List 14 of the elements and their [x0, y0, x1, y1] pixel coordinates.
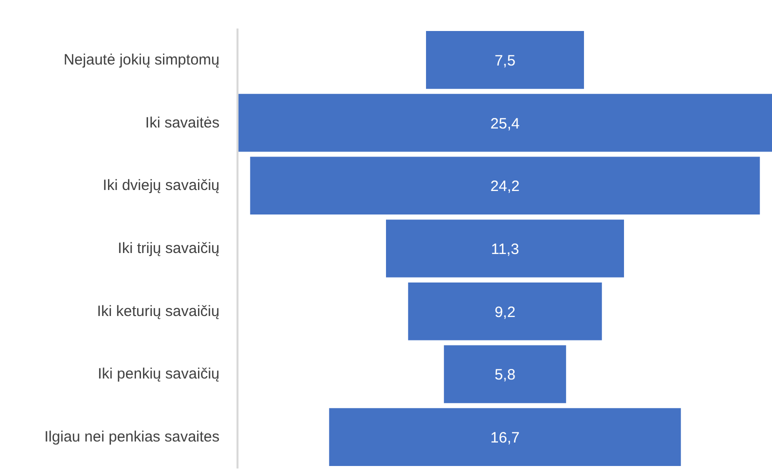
- data-label: 16,7: [490, 430, 520, 447]
- category-label: Iki dviejų savaičių: [102, 177, 220, 194]
- data-label: 11,3: [490, 241, 520, 258]
- data-label: 5,8: [494, 366, 516, 384]
- category-label: Nejautė jokių simptomų: [64, 51, 220, 68]
- data-label: 25,4: [490, 115, 520, 132]
- category-label: Iki keturių savaičių: [96, 302, 220, 320]
- category-label: Iki trijų savaičių: [118, 240, 220, 257]
- category-label: Iki penkių savaičių: [98, 366, 220, 383]
- category-label: Ilgiau nei penkias savaites: [44, 428, 220, 446]
- data-label: 7,5: [494, 52, 516, 70]
- data-label: 24,2: [490, 178, 520, 196]
- data-label: 9,2: [494, 304, 516, 321]
- category-label: Iki savaitės: [145, 114, 220, 132]
